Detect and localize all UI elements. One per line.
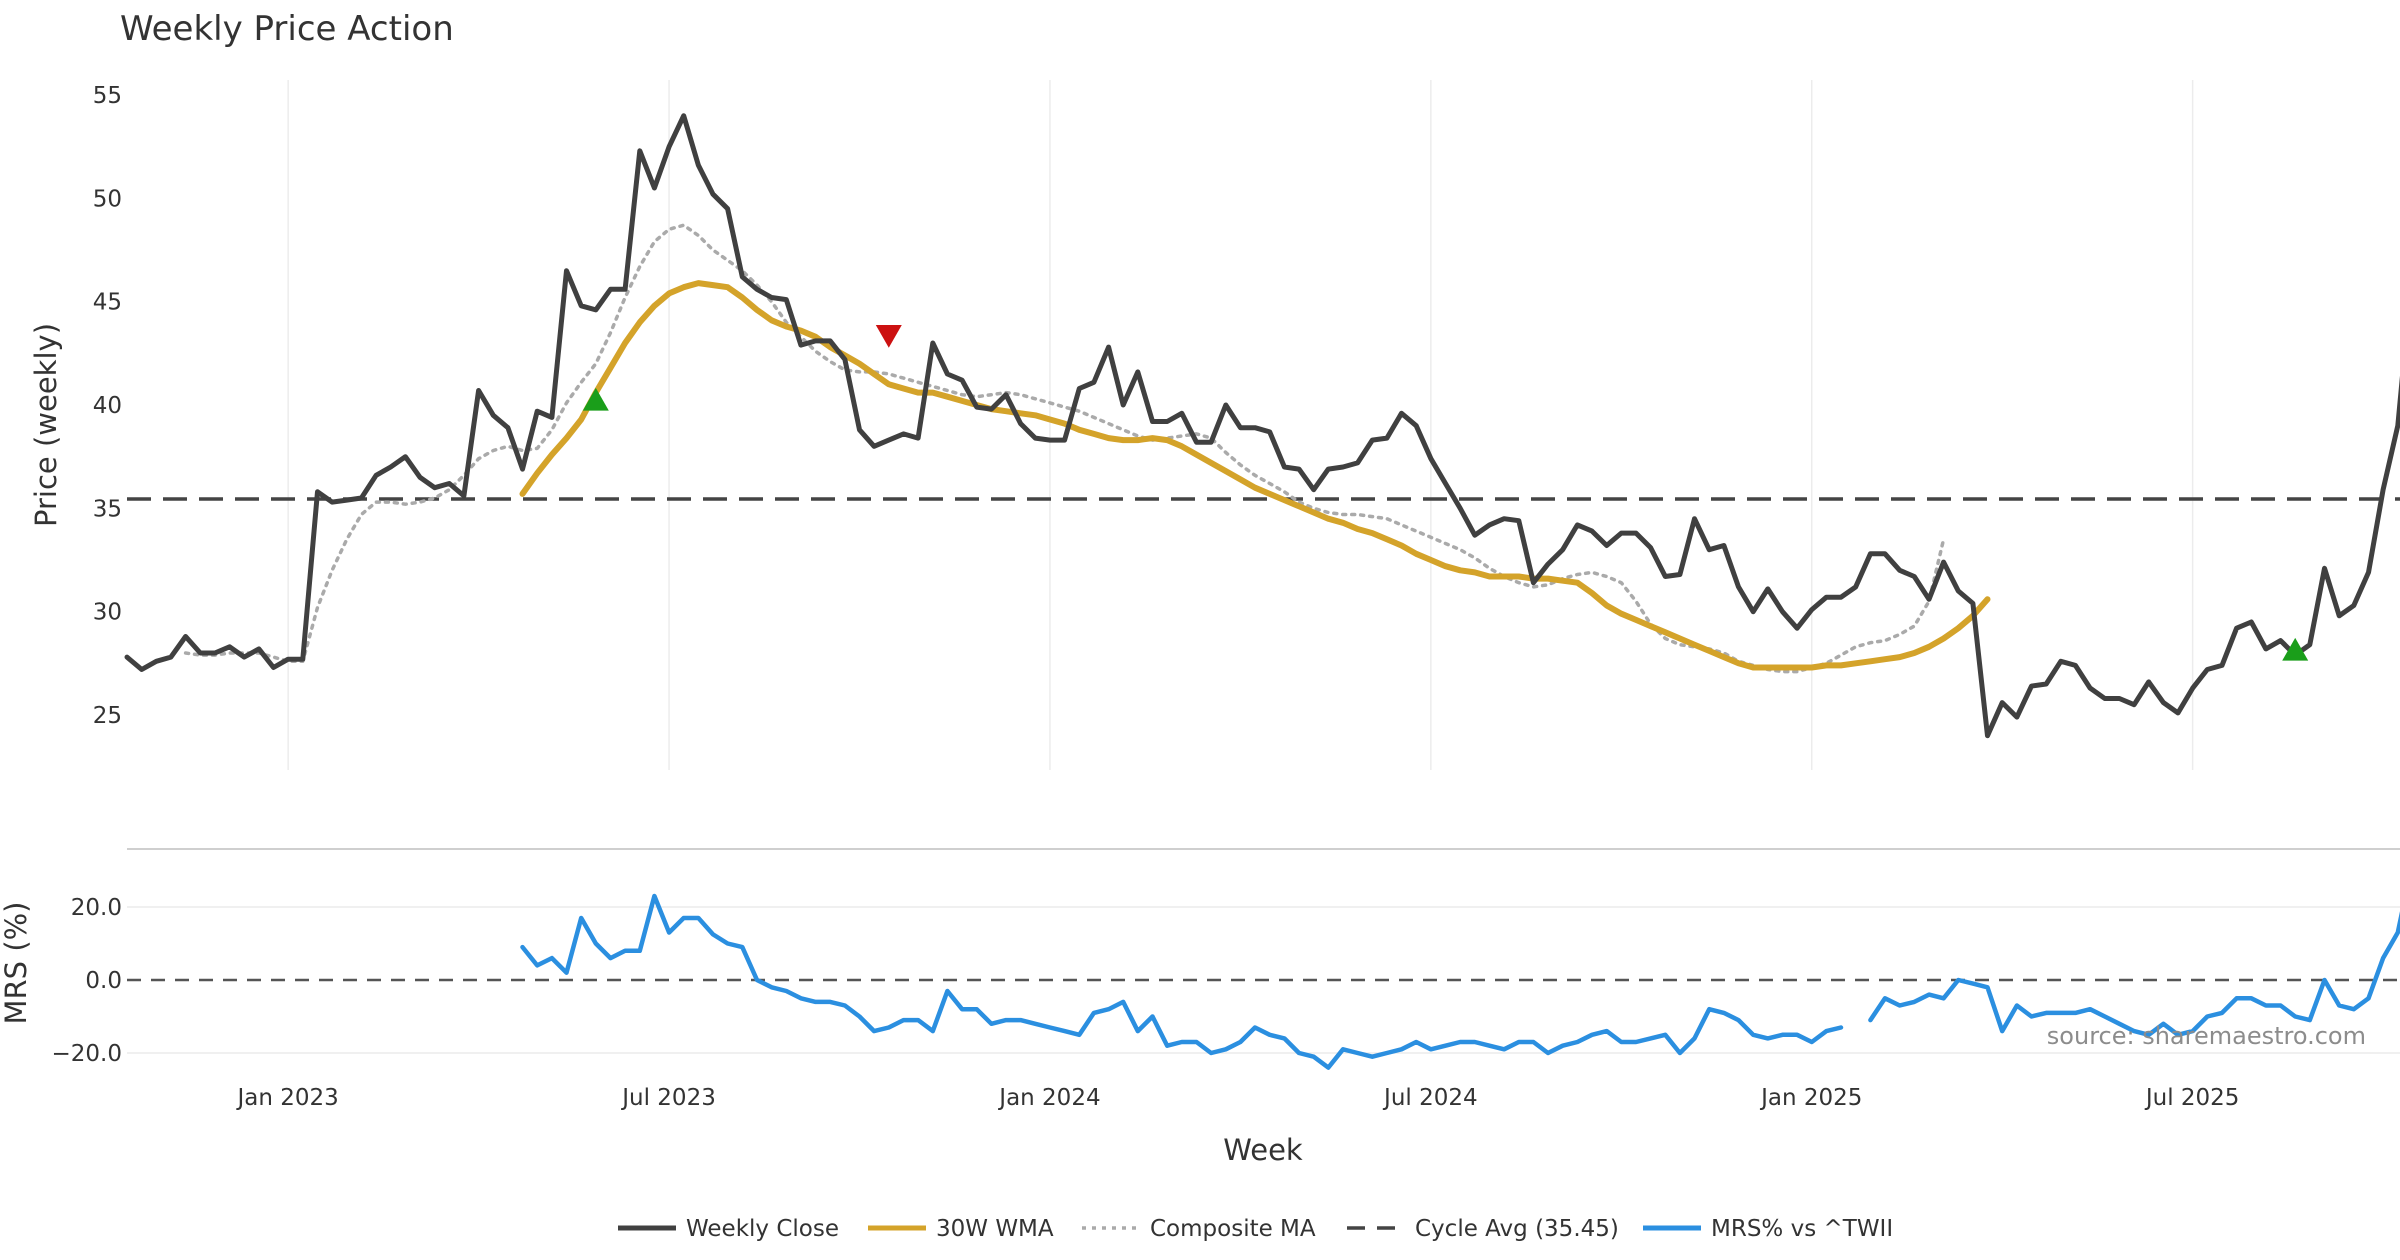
x-tick-label: Jan 2024 <box>997 1085 1100 1111</box>
mrs-y-axis-label: MRS (%) <box>0 902 33 1025</box>
legend: Weekly Close 30W WMA Composite MA Cycle Avg… <box>618 1216 1893 1242</box>
buy-signal-marker <box>2282 637 2309 661</box>
price-y-tick-label: 30 <box>93 600 122 626</box>
price-y-tick-label: 35 <box>93 496 122 522</box>
legend-item: MRS% vs ^TWII <box>1643 1216 1893 1242</box>
mrs-series <box>520 893 2400 1070</box>
signal-markers <box>582 324 2309 661</box>
mrs-gridlines <box>127 906 2400 1054</box>
x-tick-label: Jul 2025 <box>2144 1085 2240 1111</box>
legend-label: MRS% vs ^TWII <box>1711 1216 1893 1242</box>
composite-ma-line <box>183 223 1946 674</box>
mrs-y-tick-label: 0.0 <box>85 968 122 994</box>
buy-signal-marker <box>582 387 609 411</box>
wma-30w-line <box>519 280 1991 671</box>
price-y-tick-label: 40 <box>93 393 122 419</box>
price-y-axis-label: Price (weekly) <box>29 323 63 527</box>
legend-item: Weekly Close <box>618 1216 839 1242</box>
legend-label: Composite MA <box>1150 1216 1316 1242</box>
mrs-y-tick-label: 20.0 <box>71 895 122 921</box>
x-axis-label: Week <box>1223 1133 1303 1167</box>
legend-item: 30W WMA <box>868 1216 1054 1242</box>
x-tick-label: Jan 2025 <box>1759 1085 1862 1111</box>
mrs-y-ticks: −20.0 0.0 20.0 <box>52 895 122 1067</box>
x-axis-ticks: Jan 2023 Jul 2023 Jan 2024 Jul 2024 Jan 2025… <box>235 1085 2239 1111</box>
price-y-ticks: 25 30 35 40 45 50 55 <box>93 83 122 729</box>
price-gridlines <box>287 80 2194 770</box>
price-panel: 25 30 35 40 45 50 55 Price (weekly) <box>29 80 2400 770</box>
source-watermark: source: sharemaestro.com <box>2047 1022 2366 1050</box>
legend-item: Composite MA <box>1082 1216 1316 1242</box>
mrs-line <box>520 893 2400 1070</box>
weekly-close-line <box>124 113 2400 739</box>
x-tick-label: Jul 2024 <box>1382 1085 1478 1111</box>
legend-item: Cycle Avg (35.45) <box>1347 1216 1619 1242</box>
price-y-tick-label: 50 <box>93 186 122 212</box>
price-series <box>124 113 2400 739</box>
legend-label: Weekly Close <box>686 1216 839 1242</box>
chart-title: Weekly Price Action <box>120 9 454 49</box>
mrs-y-tick-label: −20.0 <box>52 1041 122 1067</box>
mrs-panel: −20.0 0.0 20.0 MRS (%) source: sharemaestr… <box>0 893 2400 1070</box>
price-y-tick-label: 25 <box>93 703 122 729</box>
x-tick-label: Jan 2023 <box>235 1085 338 1111</box>
price-y-tick-label: 55 <box>93 83 122 109</box>
legend-label: 30W WMA <box>936 1216 1054 1242</box>
x-tick-label: Jul 2023 <box>620 1085 716 1111</box>
price-y-tick-label: 45 <box>93 290 122 316</box>
sell-signal-marker <box>875 324 902 348</box>
legend-label: Cycle Avg (35.45) <box>1415 1216 1619 1242</box>
